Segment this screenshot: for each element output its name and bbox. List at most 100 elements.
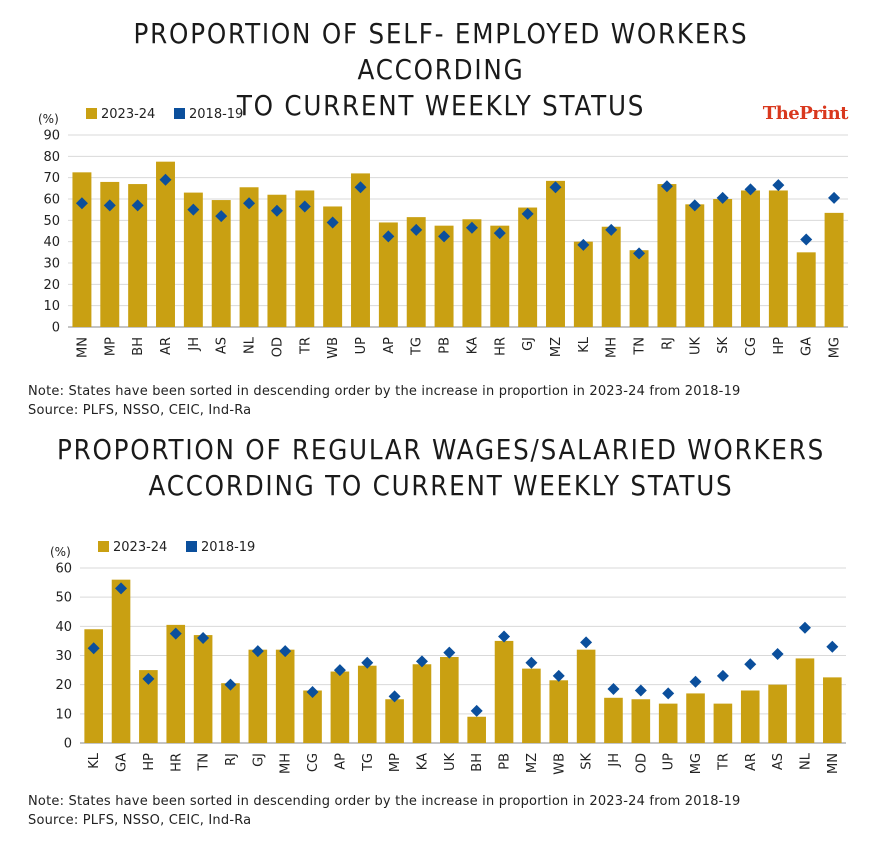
chart1-bar-tn <box>629 250 649 327</box>
chart1-bar-mg <box>824 212 844 327</box>
chart1-bar-cg <box>741 190 760 327</box>
logo-part2: Print <box>799 103 848 124</box>
chart1-ytick-label: 10 <box>43 299 60 314</box>
chart1-bar-uk <box>685 204 705 327</box>
chart2-bar-wb <box>549 680 569 743</box>
chart2-bar-ap <box>330 671 350 743</box>
chart2-bar-tn <box>193 635 213 743</box>
chart1-bar-up <box>351 173 370 327</box>
chart1-xtick-label: AR <box>159 337 174 355</box>
chart2-xtick-label: AP <box>333 753 348 770</box>
chart2-xtick-label: NL <box>798 752 813 770</box>
chart2-ytick-label: 50 <box>55 591 72 606</box>
chart2-bar-mz <box>522 668 541 743</box>
chart2-marker-jh <box>607 683 620 696</box>
chart1-bar-mz <box>546 180 565 327</box>
chart1-ytick-label: 80 <box>43 150 60 165</box>
chart1-ytick-label: 20 <box>43 278 60 293</box>
chart2-marker-tg <box>361 656 374 669</box>
chart2-bar-ar <box>740 690 760 743</box>
chart1-marker-ar <box>159 173 172 186</box>
chart2-marker-nl <box>798 621 811 634</box>
chart1-xtick-label: WB <box>326 337 341 359</box>
chart2-note: Note: States have been sorted in descend… <box>28 794 741 809</box>
chart1-note: Note: States have been sorted in descend… <box>28 384 741 399</box>
chart2-ytick-label: 40 <box>55 620 72 635</box>
chart1-marker-mh <box>605 223 618 236</box>
chart1-xtick-label: MP <box>103 337 118 356</box>
chart2-bar-mg <box>686 693 705 743</box>
chart1-xtick-label: GA <box>800 337 815 356</box>
chart2-bar-pb <box>494 640 514 743</box>
chart2-marker-hr <box>169 627 182 640</box>
chart2-marker-as <box>771 648 784 661</box>
chart2-marker-mp <box>388 690 401 703</box>
chart1-bar-as <box>211 200 231 327</box>
chart1-marker-up <box>354 181 367 194</box>
chart1-legend-swatch-bar <box>86 108 97 119</box>
chart2-bar-jh <box>604 697 623 743</box>
chart2-title-line1: PROPORTION OF REGULAR WAGES/SALARIED WOR… <box>57 433 825 466</box>
chart1-title-line2: TO CURRENT WEEKLY STATUS <box>236 89 646 122</box>
chart1-marker-sk <box>716 191 729 204</box>
chart2-bar-rj <box>221 683 240 743</box>
chart1-xtick-label: OD <box>270 337 285 357</box>
chart1-legend-swatch-marker <box>174 108 185 119</box>
chart1-marker-bh <box>131 199 144 212</box>
chart1-xtick-label: CG <box>744 337 759 356</box>
chart2-bar-mp <box>385 699 404 743</box>
chart1-bar-mp <box>100 181 120 327</box>
chart1-bar-hr <box>490 225 510 327</box>
chart2-marker-mh <box>279 645 292 658</box>
chart2-bar-hp <box>139 670 158 743</box>
chart2-legend-label-bar: 2023-24 <box>113 540 167 555</box>
chart1-xtick-label: BH <box>131 337 146 356</box>
chart1-marker-tn <box>633 247 646 260</box>
chart2-marker-kl <box>87 642 100 655</box>
chart2-xtick-label: KL <box>87 752 102 769</box>
chart2-bar-gj <box>248 649 268 743</box>
chart2-ytick-label: 10 <box>55 707 72 722</box>
chart2-xtick-label: UK <box>443 753 458 772</box>
chart1-ylabel: (%) <box>38 112 59 126</box>
chart2-bar-od <box>631 699 651 743</box>
chart1-bar-nl <box>239 187 259 327</box>
chart1-marker-tr <box>298 200 311 213</box>
chart1-xtick-label: JH <box>187 337 202 352</box>
chart2-xtick-label: MH <box>279 753 294 774</box>
chart2-xtick-label: GJ <box>251 753 266 767</box>
chart1-bar-ar <box>156 161 175 327</box>
chart2-marker-bh <box>470 704 483 717</box>
chart2-marker-tn <box>197 632 210 644</box>
chart2-bar-tg <box>357 665 377 743</box>
chart1-ytick-label: 60 <box>43 193 60 208</box>
chart2-marker-hp <box>142 672 155 685</box>
chart2-bar-sk <box>576 649 596 743</box>
chart1-marker-kl <box>577 238 590 251</box>
chart2-marker-wb <box>552 669 565 682</box>
chart2-bar-as <box>768 684 787 743</box>
chart2-bar-mn <box>823 677 842 743</box>
chart1-bar-tg <box>406 217 426 327</box>
chart2-marker-mn <box>826 640 839 653</box>
chart2-marker-tr <box>716 669 729 682</box>
chart2-xtick-label: AS <box>771 753 786 770</box>
chart1-marker-ap <box>382 230 395 243</box>
chart2-bar-up <box>658 703 678 743</box>
chart1-marker-jh <box>187 203 200 216</box>
chart1-bar-sk <box>713 199 733 327</box>
chart1-bar-kl <box>573 241 593 327</box>
chart1-bar-ap <box>378 222 398 327</box>
chart1-ytick-label: 50 <box>43 214 60 229</box>
chart1-ytick-label: 40 <box>43 235 60 250</box>
chart1-xtick-label: UK <box>688 337 703 356</box>
chart2-ytick-label: 60 <box>55 562 72 577</box>
chart1-bar-ga <box>796 252 816 327</box>
chart1-title-line1: PROPORTION OF SELF- EMPLOYED WORKERS ACC… <box>133 17 749 86</box>
chart1-footnote: Note: States have been sorted in descend… <box>28 382 741 420</box>
chart2-xtick-label: MN <box>826 753 841 774</box>
chart2-marker-ga <box>115 582 128 595</box>
chart2-xtick-label: RJ <box>224 753 239 766</box>
chart1-title: PROPORTION OF SELF- EMPLOYED WORKERS ACC… <box>53 16 829 124</box>
chart1-marker-mg <box>828 191 841 204</box>
